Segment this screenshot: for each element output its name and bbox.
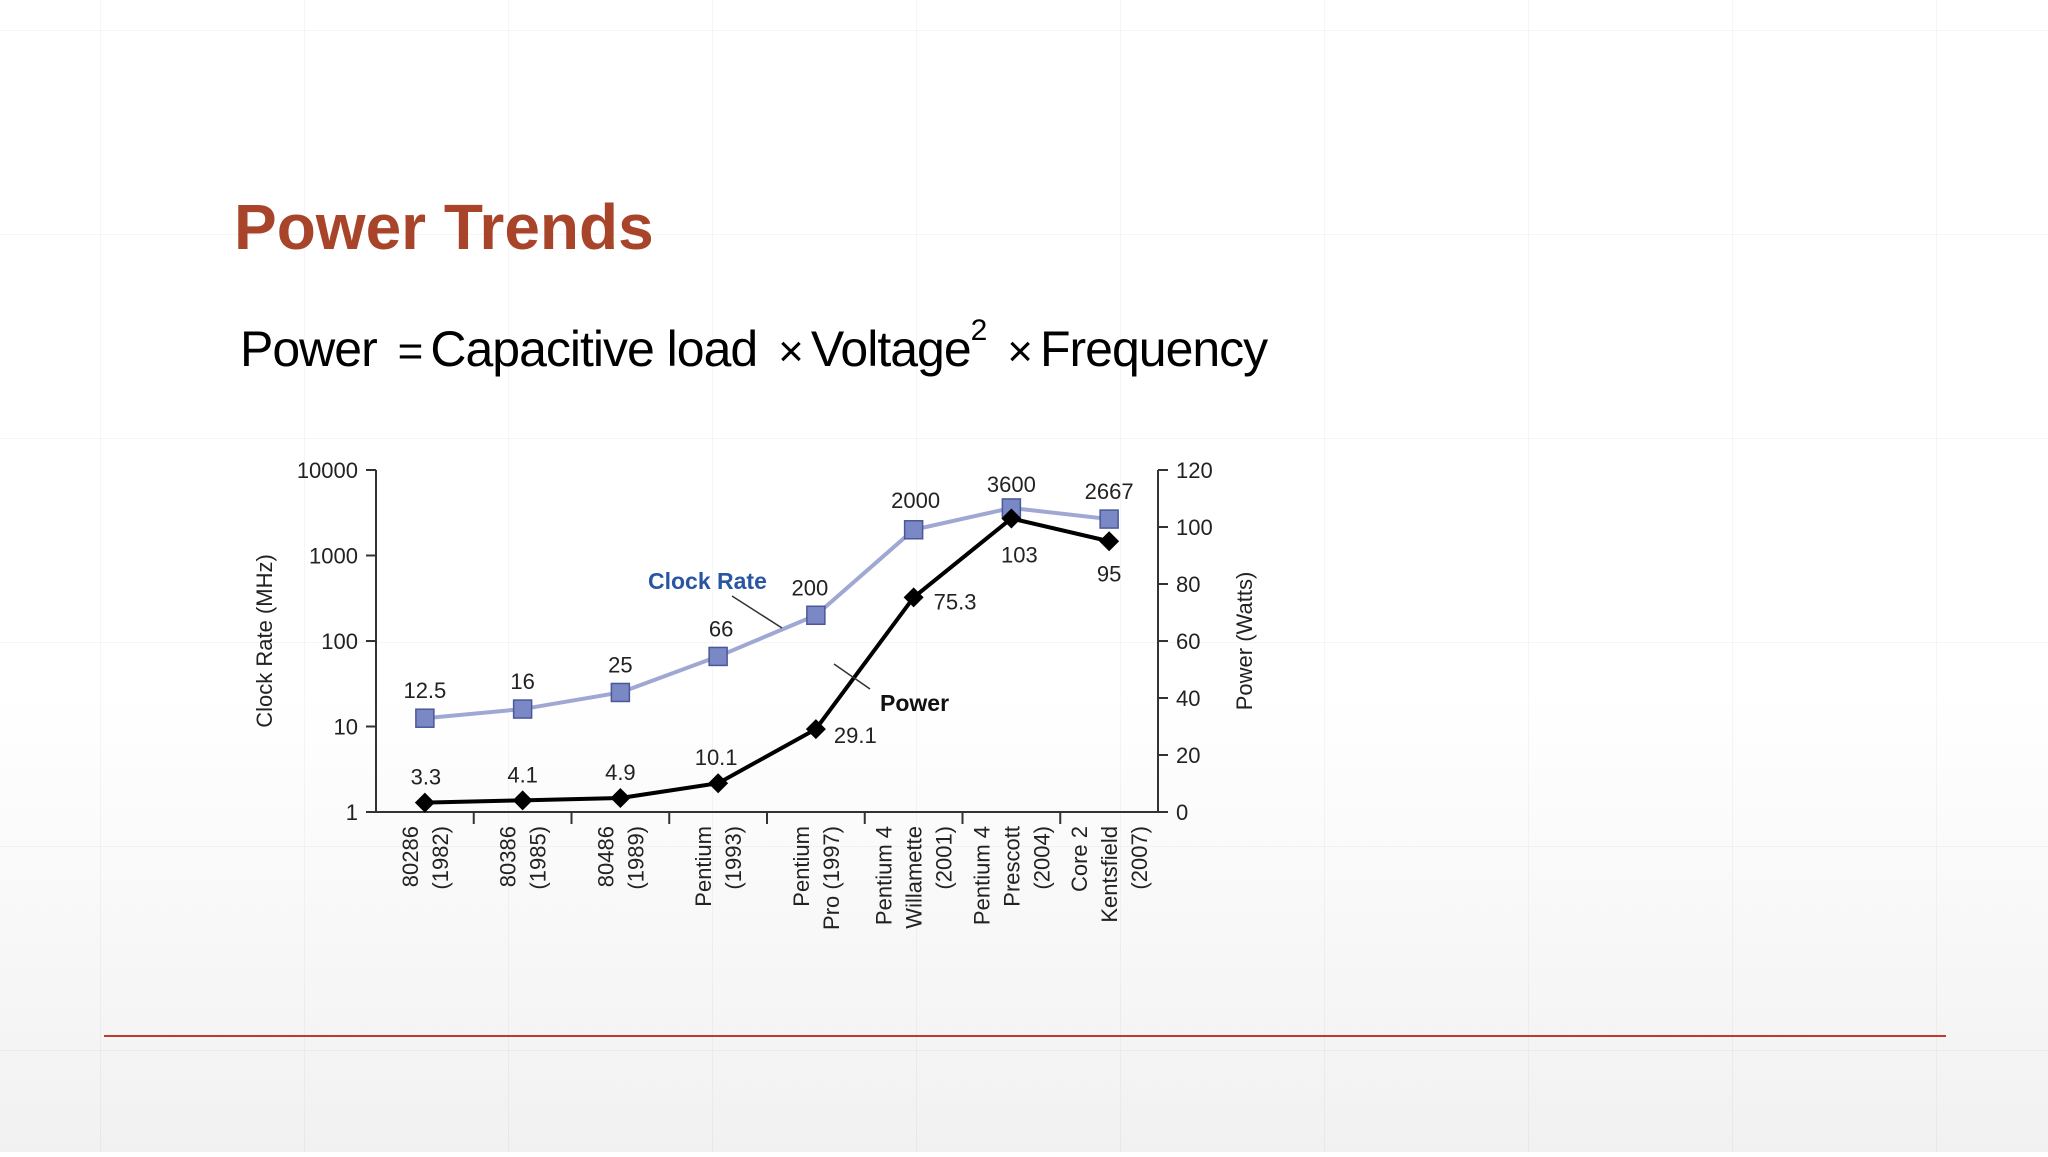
x-category-label: Pentium: [691, 826, 716, 907]
clock-rate-marker: [708, 646, 728, 667]
y-right-tick-label: 80: [1176, 572, 1200, 597]
formula-times-1: ×: [778, 327, 804, 376]
power-data-label: 4.1: [507, 762, 538, 787]
clock-rate-data-label: 2667: [1085, 479, 1134, 504]
power-label-leader: [833, 663, 871, 690]
slide-title: Power Trends: [234, 191, 654, 263]
formula-exponent: 2: [970, 314, 988, 348]
power-data-label: 75.3: [934, 589, 977, 614]
y-right-tick-label: 20: [1176, 743, 1200, 768]
clock-rate-data-label: 12.5: [403, 678, 446, 703]
y-right-tick-label: 100: [1176, 515, 1213, 540]
clock-rate-marker: [610, 682, 631, 703]
x-category-label: 80386: [496, 826, 521, 887]
x-category-label: 80486: [593, 826, 618, 887]
power-marker: [610, 788, 631, 809]
clock-rate-marker: [512, 699, 533, 719]
formula-lhs: Power: [240, 321, 378, 377]
x-category-label: Pentium 4: [969, 826, 994, 925]
y-right-axis-title: Power (Watts): [1232, 572, 1257, 711]
power-formula: Power = Capacitive load × Voltage2 × Freque…: [240, 314, 1268, 378]
x-category-label: Pentium: [789, 826, 814, 907]
y-left-tick-label: 10: [334, 715, 358, 740]
clock-rate-data-label: 25: [608, 652, 632, 677]
clock-rate-series-label: Clock Rate: [648, 568, 767, 594]
clock-rate-marker: [806, 605, 826, 626]
y-left-tick-label: 10000: [297, 458, 358, 483]
y-left-tick-label: 1000: [309, 544, 358, 569]
power-marker: [903, 587, 924, 608]
x-category-label: Willamette: [902, 826, 927, 929]
x-category-label: (1989): [623, 826, 648, 890]
formula-term-capacitive-load: Capacitive load: [430, 321, 758, 377]
power-data-label: 4.9: [605, 760, 636, 785]
formula-term-frequency: Frequency: [1039, 321, 1268, 377]
y-right-tick-label: 40: [1176, 686, 1200, 711]
x-category-label: (1985): [526, 826, 551, 890]
power-data-label: 29.1: [834, 723, 877, 748]
power-line: [424, 516, 1110, 805]
clock-rate-data-label: 16: [510, 669, 534, 694]
y-right-tick-label: 120: [1176, 458, 1213, 483]
clock-rate-data-label: 2000: [891, 488, 940, 513]
y-left-tick-label: 1: [346, 800, 358, 825]
clock-rate-data-label: 66: [709, 616, 733, 641]
power-data-label: 95: [1097, 561, 1121, 586]
power-marker: [512, 790, 533, 811]
y-left-tick-label: 100: [321, 629, 358, 654]
formula-times-2: ×: [1007, 327, 1033, 376]
clock-rate-marker: [1099, 509, 1119, 529]
x-category-label: (2004): [1029, 826, 1054, 890]
x-category-label: Kentsfield: [1097, 826, 1122, 923]
x-category-label: Pentium 4: [872, 826, 897, 925]
power-series-label: Power: [880, 690, 949, 716]
x-category-label: Core 2: [1067, 826, 1092, 892]
clock-rate-marker: [903, 520, 924, 540]
x-category-label: (1982): [428, 826, 453, 890]
clock-rate-marker: [415, 708, 435, 728]
clock-rate-data-label: 200: [792, 575, 829, 600]
power-marker: [805, 719, 826, 740]
power-marker: [708, 773, 729, 794]
power-data-label: 103: [1001, 542, 1038, 567]
power-data-label: 3.3: [411, 765, 442, 790]
clock-rate-label-leader: [731, 595, 783, 629]
clock-rate-data-label: 3600: [987, 472, 1036, 497]
y-left-axis-title: Clock Rate (MHz): [252, 554, 277, 728]
x-category-label: (2007): [1127, 826, 1152, 890]
footer-rule: [104, 1035, 1946, 1037]
power-marker: [1001, 508, 1022, 529]
power-data-label: 10.1: [695, 745, 738, 770]
y-right-tick-label: 0: [1176, 800, 1188, 825]
x-category-label: Pro (1997): [819, 826, 844, 930]
y-right-tick-label: 60: [1176, 629, 1200, 654]
x-category-label: (1993): [721, 826, 746, 890]
formula-term-voltage: Voltage: [810, 321, 972, 377]
power-marker: [1099, 531, 1120, 552]
x-category-label: 80286: [398, 826, 423, 887]
clock-rate-line: [424, 505, 1110, 721]
formula-equals: =: [397, 327, 424, 376]
x-category-label: (2001): [932, 826, 957, 890]
x-category-label: Prescott: [999, 826, 1024, 907]
power-marker: [414, 792, 435, 813]
